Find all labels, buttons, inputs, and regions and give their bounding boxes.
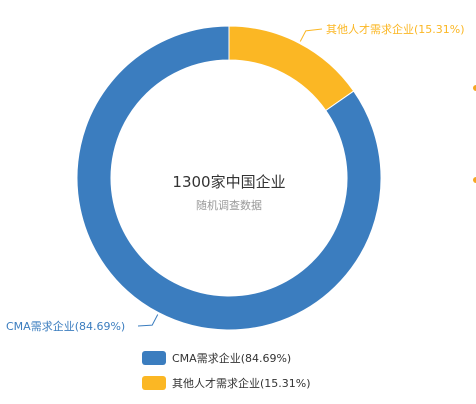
leader-line-cma bbox=[137, 314, 159, 327]
center-subtitle: 随机调查数据 bbox=[196, 198, 262, 212]
center-title: 1300家中国企业 bbox=[172, 173, 285, 191]
slice-label-other: 其他人才需求企业(15.31%) bbox=[326, 22, 465, 36]
legend-label-other: 其他人才需求企业(15.31%) bbox=[172, 376, 311, 390]
leader-line-other bbox=[299, 28, 323, 42]
legend-label-cma: CMA需求企业(84.69%) bbox=[172, 351, 291, 365]
legend-item-other[interactable]: 其他人才需求企业(15.31%) bbox=[142, 376, 311, 390]
donut-slices bbox=[76, 25, 382, 331]
legend-swatch-other bbox=[142, 376, 166, 390]
edge-marker bbox=[473, 85, 476, 91]
slice-cma[interactable] bbox=[76, 25, 382, 331]
slice-other[interactable] bbox=[228, 25, 355, 112]
slice-leader-lines bbox=[137, 28, 323, 327]
slice-label-cma: CMA需求企业(84.69%) bbox=[6, 319, 125, 333]
legend: CMA需求企业(84.69%) 其他人才需求企业(15.31%) bbox=[142, 351, 311, 390]
legend-item-cma[interactable]: CMA需求企业(84.69%) bbox=[142, 351, 291, 365]
legend-swatch-cma bbox=[142, 351, 166, 365]
edge-marker bbox=[473, 177, 476, 183]
